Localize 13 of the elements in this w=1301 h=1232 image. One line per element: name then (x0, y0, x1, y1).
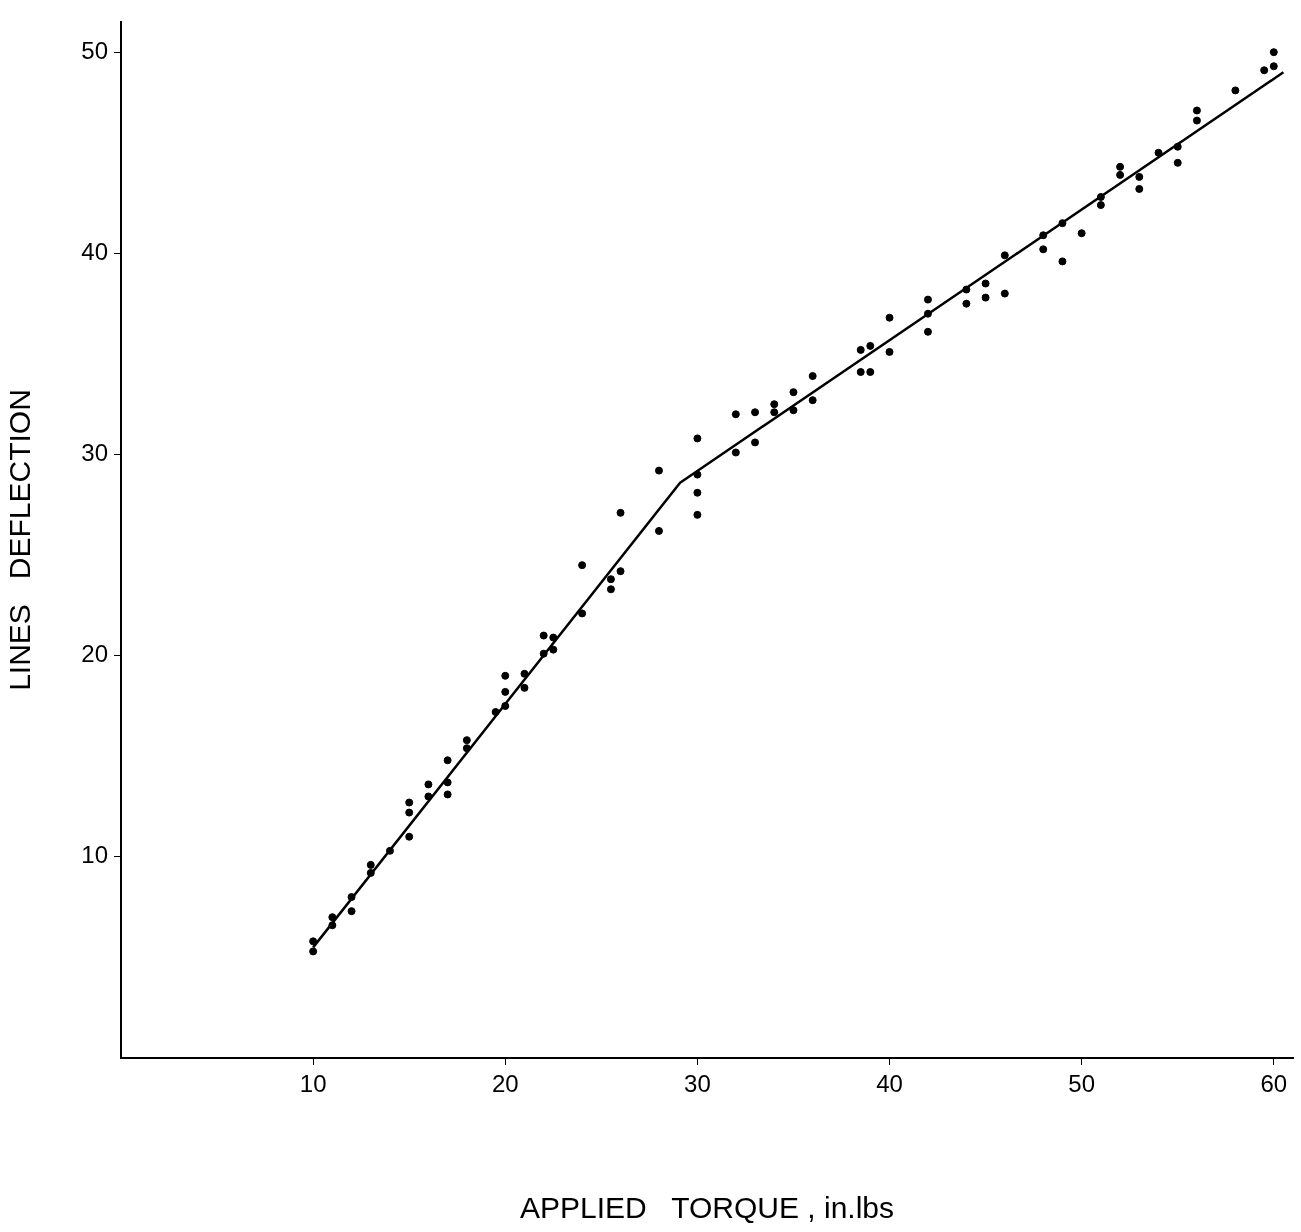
x-tick-label: 60 (1260, 1070, 1288, 1098)
x-tick-label: 10 (299, 1070, 327, 1098)
x-tick-label: 30 (684, 1070, 711, 1098)
x-axis-title: APPLIED TORQUE , in.lbs (519, 1191, 895, 1225)
x-tick-label: 20 (491, 1070, 519, 1098)
y-tick-label: 10 (81, 841, 108, 869)
y-tick-label: 20 (81, 640, 108, 668)
x-tick-label: 50 (1068, 1070, 1096, 1098)
y-tick-label: 30 (81, 439, 108, 467)
y-tick-label: 50 (81, 36, 108, 64)
x-tick-label: 40 (876, 1070, 903, 1098)
y-tick-label: 40 (81, 237, 108, 265)
y-axis-title: LINES DEFLECTION (3, 389, 37, 691)
